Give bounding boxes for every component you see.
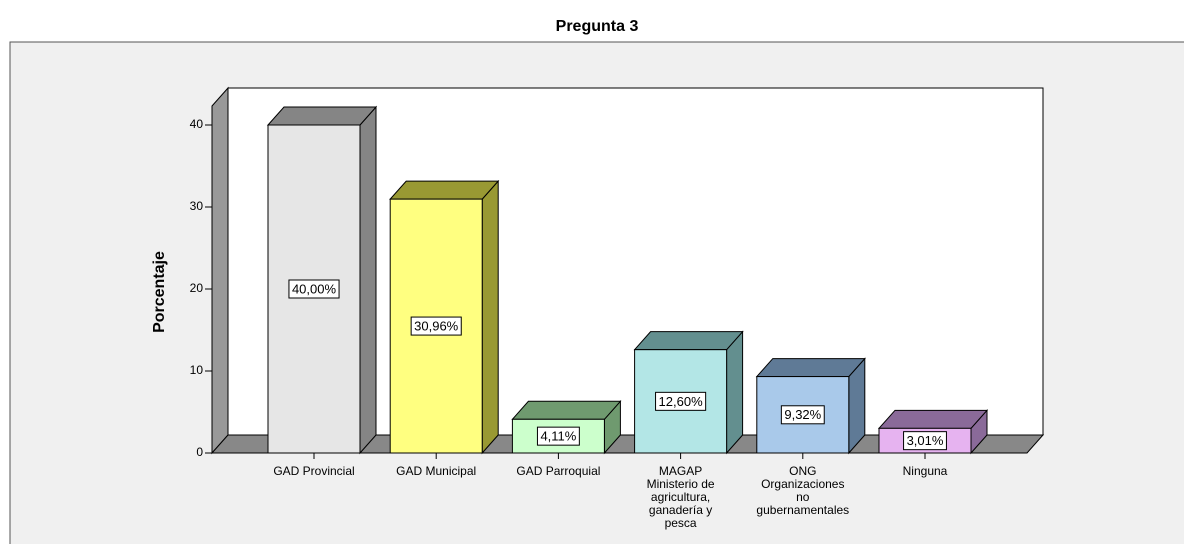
bar-top [511,400,622,420]
value-label-box [903,431,947,451]
value-label: 30,96% [414,319,459,334]
x-tick-label: MAGAP Ministerio de agricultura, ganadería … [647,464,715,530]
chart-title: Pregunta 3 [556,18,639,35]
x-tick-label: GAD Municipal [396,464,476,478]
side-wall [211,86,229,455]
bar-top [877,409,989,429]
bar-top [633,331,744,351]
bar-side [726,330,744,455]
x-tick-label: GAD Provincial [273,464,354,478]
bar-top [755,358,866,378]
bar-top [266,106,378,126]
bar [511,418,605,454]
value-label-box [780,405,825,425]
y-axis-label: Porcentaje [151,251,168,333]
bar-side [481,179,499,455]
value-label-box [536,426,580,446]
y-tick-label: 30 [190,199,204,213]
x-tick-label: ONG Organizaciones no gubernamentales [756,464,849,517]
value-label: 40,00% [292,281,337,296]
y-tick-label: 40 [190,117,204,131]
x-tick-label: GAD Parroquial [516,464,600,478]
value-label: 12,60% [659,394,704,409]
y-tick-label: 20 [190,281,204,295]
y-tick-label: 0 [196,445,203,459]
value-label: 3,01% [907,433,944,448]
value-label: 4,11% [540,429,576,444]
bar-top [389,180,500,200]
value-label: 9,32% [784,407,821,422]
value-label-box [410,316,462,336]
x-tick-label: Ninguna [903,464,948,478]
bar-side [359,105,377,455]
y-tick-label: 10 [190,363,204,377]
value-label-box [288,279,340,299]
value-label-box [655,391,707,411]
